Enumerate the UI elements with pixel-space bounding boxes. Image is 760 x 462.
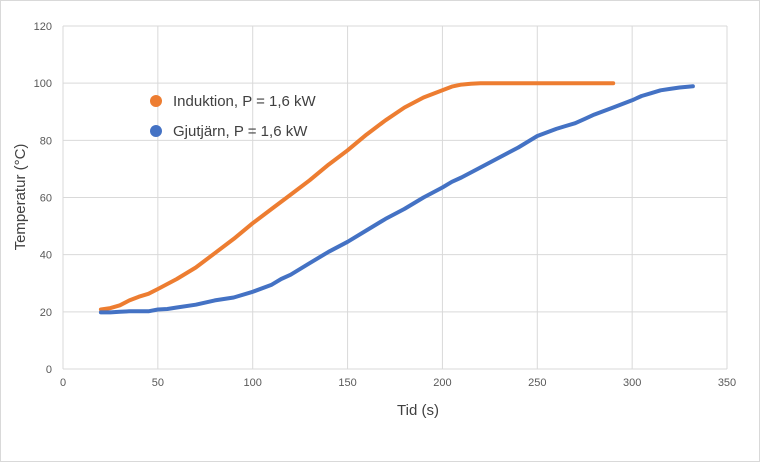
y-tick-label: 40 [40,250,52,262]
series-line-gjutjarn [98,84,695,315]
x-tick-label: 0 [60,377,66,389]
legend-marker-induktion [150,95,162,107]
x-tick-label: 350 [718,377,736,389]
x-tick-label: 200 [433,377,451,389]
x-tick-label: 300 [623,377,641,389]
legend-label-induktion: Induktion, P = 1,6 kW [173,93,317,110]
x-tick-label: 250 [528,377,546,389]
x-axis-tick-labels: 0 50 100 150 200 250 300 350 [60,377,736,389]
legend-marker-gjutjarn [150,125,162,137]
x-tick-label: 100 [244,377,262,389]
y-tick-label: 20 [40,307,52,319]
legend: Induktion, P = 1,6 kW Gjutjärn, P = 1,6 … [150,93,317,140]
series-lines [98,81,695,315]
legend-label-gjutjarn: Gjutjärn, P = 1,6 kW [173,123,308,140]
y-axis-tick-labels: 0 20 40 60 80 100 120 [34,21,52,376]
y-tick-label: 0 [46,364,52,376]
x-tick-label: 150 [338,377,356,389]
y-tick-label: 80 [40,135,52,147]
series-line-induktion [98,81,616,312]
x-tick-label: 50 [152,377,164,389]
x-axis-title: Tid (s) [397,402,439,419]
y-tick-label: 60 [40,193,52,205]
y-axis-title: Temperatur (°C) [12,144,29,251]
y-tick-label: 100 [34,78,52,90]
gridlines [62,25,728,370]
y-tick-label: 120 [34,21,52,33]
